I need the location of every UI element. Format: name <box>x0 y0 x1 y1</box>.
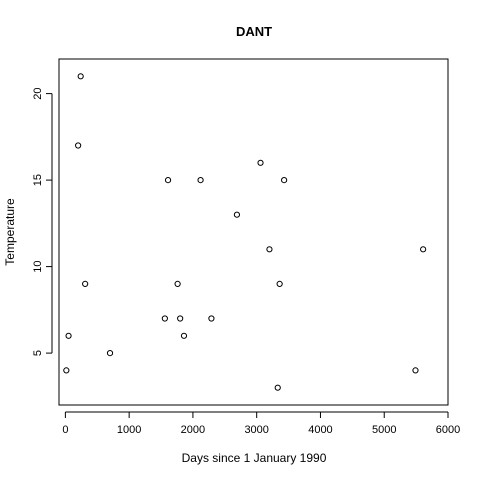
data-point <box>164 177 172 184</box>
x-tick-label: 2000 <box>181 424 205 436</box>
data-point <box>106 350 114 357</box>
y-axis-label: Temperature <box>3 198 17 266</box>
data-point <box>63 367 70 374</box>
x-tick-label: 0 <box>62 424 68 436</box>
x-tick-label: 1000 <box>117 424 141 436</box>
data-point <box>274 384 281 391</box>
chart-title: DANT <box>236 24 272 39</box>
data-point <box>281 177 288 184</box>
x-axis-label: Days since 1 January 1990 <box>182 451 327 465</box>
y-tick-label: 10 <box>32 260 44 272</box>
data-point <box>75 142 82 149</box>
data-point <box>77 73 84 80</box>
data-point <box>174 280 181 287</box>
x-tick-label: 5000 <box>372 424 396 436</box>
y-axis: 5 10 15 20 <box>32 87 53 356</box>
x-tick-label: 4000 <box>308 424 332 436</box>
x-tick-label: 3000 <box>244 424 268 436</box>
data-point <box>65 332 72 339</box>
y-tick-label: 20 <box>32 87 44 99</box>
x-axis: 0 1000 2000 3000 4000 5000 6000 <box>62 411 460 436</box>
y-tick-label: 5 <box>32 350 44 356</box>
y-tick-label: 15 <box>32 174 44 186</box>
data-point <box>180 332 188 339</box>
data-points <box>63 73 427 391</box>
data-point <box>412 367 419 374</box>
data-point <box>276 280 283 287</box>
data-point <box>82 280 89 287</box>
data-point <box>197 177 204 184</box>
plot-frame <box>58 58 449 406</box>
data-point <box>208 315 215 322</box>
data-point <box>161 315 168 322</box>
x-tick-label: 6000 <box>436 424 460 436</box>
data-point <box>266 246 273 253</box>
data-point <box>233 211 241 218</box>
data-point <box>177 315 184 322</box>
data-point <box>257 159 264 166</box>
data-point <box>420 246 427 253</box>
